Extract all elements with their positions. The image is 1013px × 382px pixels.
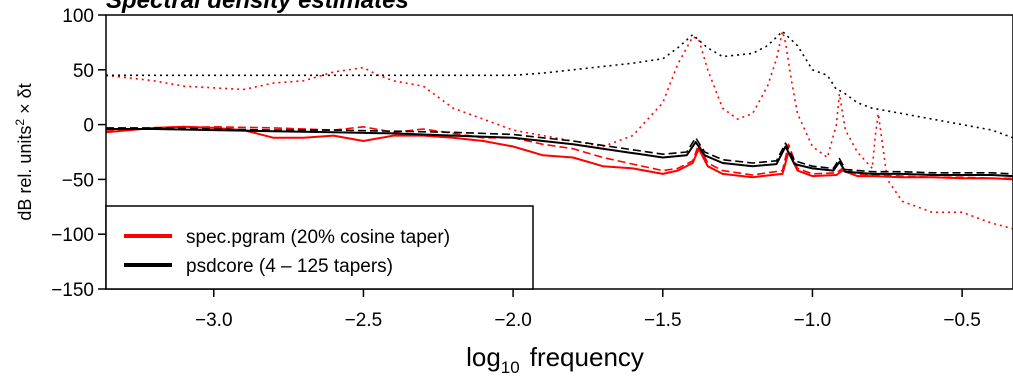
legend-label-psdcore: psdcore (4 – 125 tapers) <box>186 256 393 277</box>
y-tick-label: 50 <box>73 61 94 82</box>
y-axis-title-post: × δt <box>15 83 35 119</box>
axis-ticks: −3.0 −2.5 −2.0 −1.5 −1.0 −0.5 −150 −100 −50 0 50 10… <box>51 6 981 331</box>
series-line-1-dashed <box>105 126 1013 180</box>
y-axis-title-pre: dB rel. units <box>15 126 35 221</box>
y-tick-label: 100 <box>62 6 94 27</box>
x-tick-label: −0.5 <box>943 310 981 331</box>
x-tick-label: −2.0 <box>494 310 532 331</box>
x-axis-title: log10 frequency <box>466 342 644 377</box>
y-tick-label: −100 <box>51 225 94 246</box>
series-line-0-solid <box>105 125 1013 181</box>
x-tick-label: −1.0 <box>794 310 832 331</box>
legend: spec.pgram (20% cosine taper) psdcore (4… <box>105 205 534 290</box>
chart-title: Spectral density estimates <box>106 0 409 14</box>
y-tick-label: −50 <box>62 170 94 191</box>
x-axis-title-subscript: 10 <box>501 358 520 377</box>
series-layer <box>105 30 1013 230</box>
y-tick-label: −150 <box>51 280 94 301</box>
series-line-5-dotted <box>106 30 1013 139</box>
plot-frame <box>105 14 1013 290</box>
x-tick-label: −2.5 <box>345 310 383 331</box>
series-line-4-dashed <box>106 127 1013 175</box>
legend-label-pgram: spec.pgram (20% cosine taper) <box>186 227 450 248</box>
y-tick-label: 0 <box>83 116 94 137</box>
x-axis-title-main: frequency <box>530 342 644 372</box>
x-axis-title-prefix: log <box>466 342 501 372</box>
series-line-3-solid <box>106 128 1013 178</box>
x-tick-label: −1.5 <box>644 310 682 331</box>
x-tick-label: −3.0 <box>195 310 233 331</box>
y-axis-title-sup: 2 <box>13 119 27 126</box>
y-axis-title: dB rel. units2 × δt <box>13 83 35 220</box>
legend-box <box>105 205 534 290</box>
